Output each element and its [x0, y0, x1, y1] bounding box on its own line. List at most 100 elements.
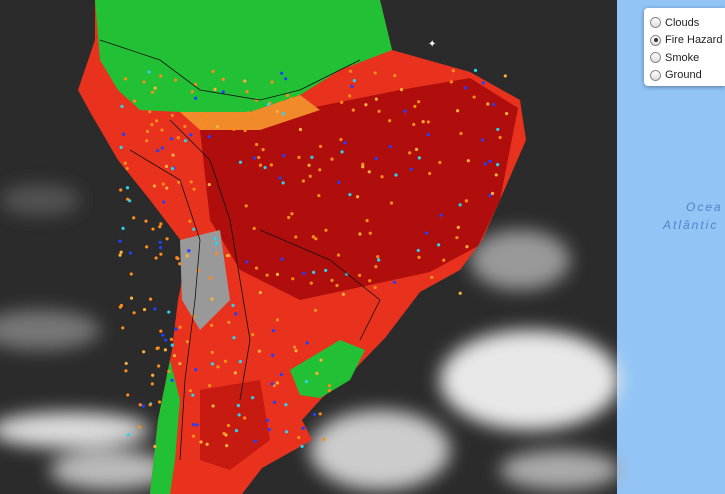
layer-option[interactable]: Ground — [644, 67, 725, 85]
fire-point — [311, 235, 315, 239]
fire-point — [271, 353, 275, 357]
radio-button[interactable] — [650, 69, 661, 81]
fire-point — [367, 170, 371, 174]
fire-point — [317, 194, 321, 198]
fire-point — [364, 103, 368, 107]
fire-point — [312, 412, 317, 417]
fire-point — [191, 423, 195, 427]
fire-point — [128, 251, 133, 255]
layer-label[interactable]: Smoke — [665, 51, 700, 64]
fire-point — [120, 104, 124, 109]
fire-point — [183, 124, 187, 129]
layer-option[interactable]: Smoke — [644, 49, 725, 67]
fire-point — [226, 423, 231, 428]
fire-point — [399, 88, 404, 92]
fire-point — [281, 181, 285, 185]
fire-point — [376, 255, 380, 259]
fire-point — [266, 102, 270, 106]
fire-point — [170, 166, 175, 171]
radio-button[interactable] — [650, 17, 661, 29]
fire-point — [148, 403, 152, 407]
fire-point — [163, 348, 167, 352]
layer-control: Clouds Fire Hazard Smoke Ground — [644, 8, 725, 86]
fire-point — [243, 128, 247, 133]
fire-point — [275, 381, 279, 385]
fire-point — [164, 164, 169, 168]
fire-point — [145, 245, 149, 249]
fire-point — [273, 400, 277, 404]
fire-point — [430, 275, 434, 280]
fire-point — [150, 90, 155, 94]
fire-point — [191, 393, 195, 397]
fire-point — [121, 326, 125, 330]
fire-point — [118, 253, 122, 257]
radio-button[interactable] — [650, 34, 661, 46]
fire-point — [380, 175, 384, 179]
layer-label[interactable]: Clouds — [665, 16, 700, 29]
fire-point — [263, 165, 267, 170]
fire-point — [176, 136, 180, 140]
fire-point — [207, 135, 211, 139]
fire-point — [196, 268, 200, 273]
fire-point — [189, 180, 193, 184]
fire-point — [202, 123, 207, 127]
fire-point — [145, 139, 149, 143]
radio-button[interactable] — [650, 52, 661, 64]
fire-point — [408, 151, 412, 155]
fire-point — [145, 129, 150, 133]
fire-point — [132, 216, 136, 220]
fire-point — [150, 382, 154, 386]
fire-point — [154, 256, 158, 260]
fire-point — [361, 162, 365, 166]
fire-point — [178, 262, 182, 266]
fire-point — [167, 369, 171, 374]
fire-point — [339, 138, 343, 142]
fire-point — [287, 215, 291, 220]
fire-point — [503, 74, 507, 78]
fire-point — [377, 258, 381, 262]
fire-point — [191, 434, 196, 438]
fire-point — [172, 354, 177, 358]
fire-point — [160, 146, 165, 150]
fire-point — [324, 268, 328, 272]
ocean-label: Atlântic — [663, 218, 719, 232]
fire-point — [132, 311, 136, 315]
fire-point — [284, 77, 288, 81]
fire-point — [472, 95, 476, 99]
fire-point — [343, 141, 347, 145]
fire-point — [281, 112, 286, 116]
fire-point — [473, 68, 478, 72]
fire-point — [234, 428, 239, 433]
fire-point — [129, 296, 134, 300]
fire-point — [158, 246, 163, 250]
layer-option[interactable]: Fire Hazard — [644, 32, 725, 50]
fire-point — [388, 144, 392, 149]
fire-point — [267, 427, 271, 432]
fire-point — [170, 343, 174, 347]
layer-label[interactable]: Ground — [665, 69, 702, 82]
fire-point — [159, 222, 163, 226]
fire-point — [439, 213, 443, 217]
fire-point — [227, 126, 231, 130]
layer-label[interactable]: Fire Hazard — [665, 34, 723, 47]
fire-point — [170, 378, 174, 382]
fire-point — [426, 120, 430, 124]
fire-point — [308, 174, 312, 178]
fire-point — [302, 271, 306, 276]
fire-point — [188, 219, 192, 223]
fire-point — [437, 243, 441, 247]
fire-point — [165, 186, 169, 190]
fire-point — [307, 163, 311, 167]
fire-point — [214, 241, 219, 245]
fire-point — [496, 163, 500, 167]
fire-point — [414, 147, 419, 151]
fire-point — [144, 219, 148, 223]
fire-point — [300, 444, 304, 448]
fire-point — [258, 163, 263, 167]
layer-option[interactable]: Clouds — [644, 14, 725, 32]
fire-point — [335, 283, 339, 288]
fire-point — [159, 329, 163, 333]
fire-point — [377, 109, 381, 113]
